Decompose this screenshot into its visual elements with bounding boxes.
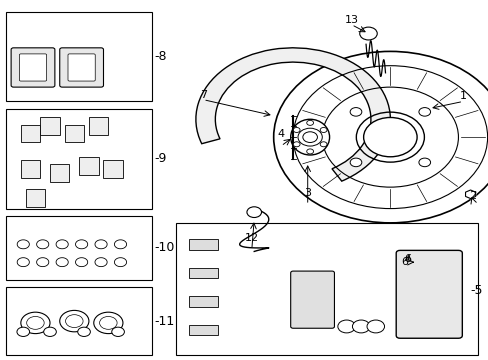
Bar <box>188 296 217 307</box>
Circle shape <box>306 120 313 125</box>
Circle shape <box>112 327 124 337</box>
Circle shape <box>27 316 44 329</box>
Bar <box>89 117 108 135</box>
Bar <box>64 125 84 143</box>
Circle shape <box>293 127 300 132</box>
Circle shape <box>94 312 122 334</box>
Text: 6: 6 <box>403 254 410 264</box>
Text: Diagram for 47721-06321: Diagram for 47721-06321 <box>190 5 298 14</box>
Bar <box>188 325 217 336</box>
Text: -9: -9 <box>154 152 166 165</box>
FancyBboxPatch shape <box>60 48 103 87</box>
Circle shape <box>17 327 30 337</box>
Circle shape <box>60 310 89 332</box>
Circle shape <box>363 117 416 157</box>
Text: 6: 6 <box>401 257 407 267</box>
Bar <box>21 160 40 178</box>
FancyBboxPatch shape <box>68 54 95 81</box>
Text: 7: 7 <box>199 90 206 100</box>
Text: -11: -11 <box>154 315 174 328</box>
Circle shape <box>320 142 326 147</box>
Bar <box>79 157 99 175</box>
Circle shape <box>320 127 326 132</box>
Text: Mounting, Disc Brake: Mounting, Disc Brake <box>199 5 289 14</box>
Text: 12: 12 <box>244 233 258 243</box>
Bar <box>6 216 152 280</box>
Circle shape <box>100 316 117 329</box>
Circle shape <box>293 142 300 147</box>
Bar <box>188 267 217 278</box>
Bar <box>6 12 152 102</box>
Text: 2: 2 <box>468 192 476 202</box>
Wedge shape <box>196 48 389 181</box>
Text: 13: 13 <box>344 15 358 24</box>
Text: 1: 1 <box>459 91 466 102</box>
Circle shape <box>65 315 83 328</box>
Text: -10: -10 <box>154 241 175 255</box>
Ellipse shape <box>290 119 329 155</box>
Text: 3: 3 <box>304 188 310 198</box>
Circle shape <box>352 320 369 333</box>
Bar <box>21 125 40 143</box>
Text: -5: -5 <box>469 284 482 297</box>
Bar <box>103 160 122 178</box>
FancyBboxPatch shape <box>290 271 334 328</box>
Text: 4: 4 <box>277 129 284 139</box>
Bar <box>176 223 477 355</box>
Circle shape <box>366 320 384 333</box>
Circle shape <box>349 108 361 116</box>
Circle shape <box>78 327 90 337</box>
Circle shape <box>246 207 261 217</box>
Bar <box>50 164 69 182</box>
Circle shape <box>306 149 313 154</box>
FancyBboxPatch shape <box>11 48 55 87</box>
Bar <box>26 189 45 207</box>
Circle shape <box>43 327 56 337</box>
Circle shape <box>418 108 430 116</box>
Bar <box>6 287 152 355</box>
Text: -8: -8 <box>154 50 167 63</box>
Circle shape <box>21 312 50 334</box>
Circle shape <box>359 27 376 40</box>
Circle shape <box>337 320 355 333</box>
FancyBboxPatch shape <box>20 54 46 81</box>
Circle shape <box>273 51 488 223</box>
Text: 2018 Toyota Camry: 2018 Toyota Camry <box>203 5 285 14</box>
Bar <box>6 109 152 208</box>
Polygon shape <box>465 190 475 199</box>
FancyBboxPatch shape <box>395 250 461 338</box>
Circle shape <box>418 158 430 167</box>
Bar <box>40 117 60 135</box>
Circle shape <box>349 158 361 167</box>
Bar <box>188 239 217 249</box>
